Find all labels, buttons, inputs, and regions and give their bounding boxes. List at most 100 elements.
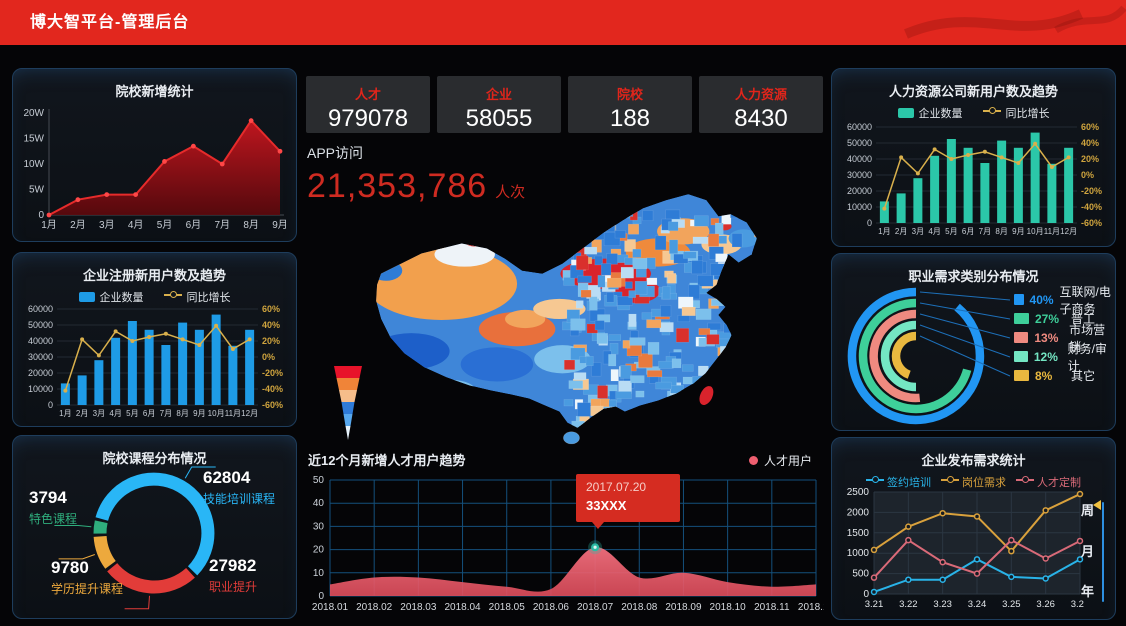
panel-hr-company: 人力资源公司新用户数及趋势 企业数量 同比增长 0 10000 20000 30000… — [831, 68, 1116, 247]
swatch-icon — [1014, 370, 1029, 381]
legend-label: 企业数量 — [99, 292, 144, 304]
svg-text:3.22: 3.22 — [899, 599, 918, 610]
donut-label-featured-course: 3794 特色课程 — [29, 488, 77, 527]
svg-text:20: 20 — [313, 545, 325, 556]
svg-text:10000: 10000 — [28, 384, 53, 394]
stat-card-college: 院校 188 — [568, 76, 692, 133]
svg-text:-60%: -60% — [262, 400, 283, 410]
svg-text:30000: 30000 — [847, 170, 872, 180]
legend-item-enterprise-count[interactable]: 企业数量 — [78, 289, 144, 305]
legend-item-other[interactable]: 8% 其它 — [1014, 366, 1115, 385]
legend-pct: 40% — [1029, 292, 1054, 307]
svg-text:7月: 7月 — [160, 409, 172, 418]
bar-swatch-icon — [78, 292, 95, 302]
panel-course-dist: 院校课程分布情况 3794 特色课程 62804 技能培训课程 9780 学历提… — [12, 435, 297, 619]
svg-text:10月: 10月 — [1027, 227, 1044, 236]
enterprise-demand-legend: 签约培训 岗位需求 人才定制 — [832, 474, 1115, 490]
svg-text:2500: 2500 — [847, 487, 870, 498]
svg-text:5月: 5月 — [945, 227, 957, 236]
legend-item-yoy-growth[interactable]: 同比增长 — [982, 105, 1050, 121]
legend-item-finance[interactable]: 12% 财务/审计 — [1014, 342, 1115, 373]
line-swatch-icon — [941, 475, 959, 486]
svg-text:-20%: -20% — [1081, 186, 1102, 196]
panel-job-demand: 职业需求类别分布情况 40% 互联网/电子商务 27% 普工 13% 市场营销 … — [831, 253, 1116, 431]
stat-label: 企业 — [485, 87, 512, 102]
svg-text:2018.04: 2018.04 — [444, 602, 481, 613]
svg-text:-20%: -20% — [262, 368, 283, 378]
legend-label: 同比增长 — [186, 292, 231, 304]
tab-year[interactable]: 年 — [1081, 584, 1095, 599]
svg-text:7月: 7月 — [979, 227, 991, 236]
legend-item-marketing[interactable]: 13% 市场营销 — [1014, 323, 1115, 354]
tooltip-value: 33XXX — [586, 498, 627, 513]
panel-title-enterprise-demand: 企业发布需求统计 — [921, 453, 1026, 468]
legend-item-talent-custom[interactable]: 人才定制 — [1016, 474, 1081, 490]
legend-item-internet[interactable]: 40% 互联网/电子商务 — [1014, 285, 1115, 316]
svg-text:60%: 60% — [1081, 122, 1099, 132]
panel-title-hr-company: 人力资源公司新用户数及趋势 — [888, 84, 1058, 99]
svg-text:2月: 2月 — [70, 219, 86, 231]
job-demand-rings-chart — [847, 287, 1011, 425]
svg-text:10000: 10000 — [847, 202, 872, 212]
legend-label: 其它 — [1071, 369, 1096, 383]
china-map[interactable] — [325, 178, 830, 460]
svg-text:1月: 1月 — [59, 409, 71, 418]
app-visits-unit: 人次 — [495, 184, 526, 201]
legend-item-training[interactable]: 签约培训 — [866, 474, 931, 490]
svg-text:8月: 8月 — [176, 409, 188, 418]
hr-company-legend: 企业数量 同比增长 — [832, 105, 1115, 121]
svg-text:30: 30 — [313, 521, 325, 532]
selector-arrow-icon[interactable] — [1093, 500, 1101, 510]
legend-item-enterprise-count[interactable]: 企业数量 — [897, 105, 963, 121]
selector-track[interactable] — [1102, 502, 1104, 602]
tab-week[interactable]: 周 — [1081, 503, 1095, 518]
legend-item-position-demand[interactable]: 岗位需求 — [941, 474, 1006, 490]
svg-text:0: 0 — [867, 218, 872, 228]
donut-label: 学历提升课程 — [51, 582, 124, 596]
app-visits-value: 21,353,786 — [307, 167, 488, 205]
svg-text:2018.05: 2018.05 — [489, 602, 526, 613]
legend-item-yoy-growth[interactable]: 同比增长 — [163, 289, 231, 305]
panel-talent-trend: 近12个月新增人才用户趋势 人才用户 0 10 20 30 40 50 2018.01 201… — [300, 446, 824, 622]
svg-text:15W: 15W — [23, 134, 44, 145]
legend-label: 同比增长 — [1005, 108, 1050, 120]
svg-text:4月: 4月 — [109, 409, 121, 418]
bar-swatch-icon — [897, 108, 914, 118]
stat-card-talent: 人才 979078 — [306, 76, 430, 133]
legend-item-general-worker[interactable]: 27% 普工 — [1014, 309, 1115, 328]
line-swatch-icon — [163, 290, 182, 301]
time-range-selector: 周 月 年 — [1081, 496, 1109, 608]
svg-text:2018.12: 2018.12 — [798, 602, 824, 613]
svg-text:9月: 9月 — [1012, 227, 1024, 236]
svg-text:2月: 2月 — [76, 409, 88, 418]
svg-text:20000: 20000 — [28, 368, 53, 378]
app-visits-label: APP访问 — [307, 145, 364, 161]
donut-label-career-course: 27982 职业提升 — [209, 556, 257, 595]
svg-text:40000: 40000 — [28, 336, 53, 346]
svg-text:60%: 60% — [262, 304, 280, 314]
legend-label: 市场营销 — [1069, 322, 1106, 354]
swatch-icon — [1014, 351, 1028, 362]
svg-text:0: 0 — [38, 210, 44, 221]
svg-text:8月: 8月 — [243, 219, 259, 231]
stat-label: 人力资源 — [734, 87, 787, 102]
svg-text:12月: 12月 — [241, 409, 258, 418]
donut-label: 职业提升 — [209, 580, 258, 594]
legend-label: 签约培训 — [887, 477, 931, 489]
tab-month[interactable]: 月 — [1081, 543, 1095, 559]
svg-text:1月: 1月 — [41, 219, 57, 231]
donut-value: 62804 — [203, 468, 251, 487]
donut-label-skill-course: 62804 技能培训课程 — [203, 468, 275, 507]
svg-text:2018.02: 2018.02 — [356, 602, 393, 613]
svg-text:6月: 6月 — [186, 219, 202, 231]
svg-text:3.21: 3.21 — [865, 599, 884, 610]
panel-title-course-dist: 院校课程分布情况 — [102, 451, 207, 466]
legend-item-talent-user[interactable]: 人才用户 — [748, 452, 812, 469]
svg-text:60000: 60000 — [847, 122, 872, 132]
legend-pct: 27% — [1035, 311, 1060, 326]
svg-text:8月: 8月 — [995, 227, 1007, 236]
svg-text:10: 10 — [313, 568, 325, 579]
svg-text:3月: 3月 — [912, 227, 924, 236]
svg-text:30000: 30000 — [28, 352, 53, 362]
svg-text:3月: 3月 — [93, 409, 105, 418]
